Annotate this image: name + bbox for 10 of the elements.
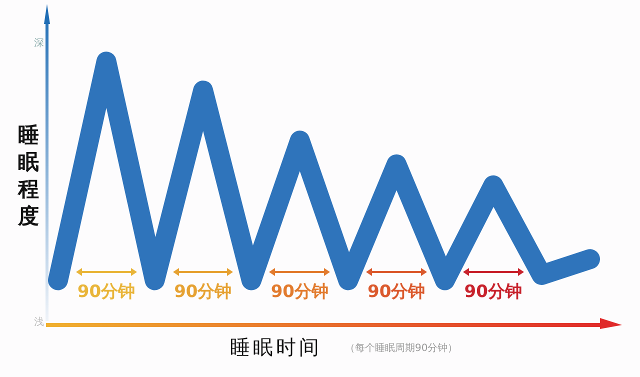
- annotation: 90分钟: [368, 281, 426, 304]
- y-axis-title: 睡眠程度: [18, 122, 39, 230]
- annotation: 90分钟: [464, 281, 522, 304]
- annotation: 90分钟: [270, 281, 328, 304]
- text: 浅: [34, 316, 44, 329]
- annotation: 90分钟: [174, 281, 232, 304]
- annotation: 90分钟: [77, 281, 136, 304]
- x-axis-title: 睡眠时间: [230, 334, 322, 361]
- text: 深: [34, 37, 44, 50]
- text: （每个睡眠周期90分钟）: [345, 342, 458, 355]
